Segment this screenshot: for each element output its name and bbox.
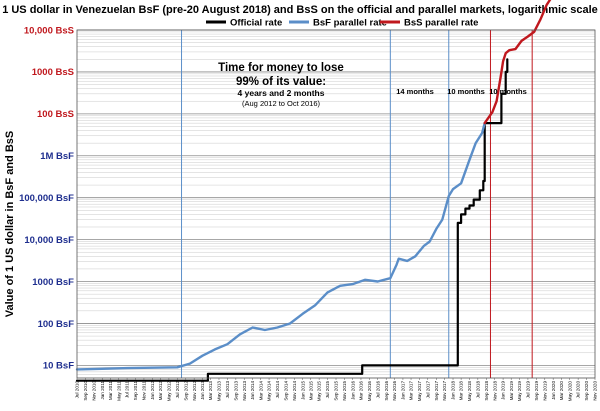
annotation-period-3: 10 months — [489, 87, 527, 96]
x-tick-label: Jul 2014 — [275, 381, 280, 399]
x-tick-label: Jul 2012 — [175, 381, 180, 399]
annotation-headline-1: Time for money to lose — [218, 62, 344, 74]
x-tick-label: Sep 2010 — [83, 381, 88, 401]
x-tick-label: Sep 2017 — [434, 381, 439, 401]
x-tick-label: Jan 2012 — [150, 381, 155, 400]
x-tick-label: Jul 2015 — [325, 381, 330, 399]
y-tick-label: 10,000 BsF — [24, 235, 74, 246]
x-tick-label: Mar 2013 — [208, 381, 213, 401]
x-tick-label: Mar 2012 — [158, 381, 163, 401]
y-tick-label: 1M BsF — [40, 151, 74, 162]
series-line-bss-parallel — [483, 0, 552, 125]
x-tick-label: Jul 2011 — [125, 381, 130, 398]
x-tick-label: May 2015 — [317, 381, 322, 402]
y-tick-label: 1000 BsF — [32, 277, 74, 288]
legend-label-bss: BsS parallel rate — [404, 18, 478, 29]
x-ticks: Jul 2010 Sep 2010 Nov 2010 Jan 2011 Mar 2011… — [75, 378, 598, 401]
x-tick-label: Nov 2013 — [242, 381, 247, 401]
x-tick-label: Nov 2020 — [593, 381, 598, 401]
legend: Official rate BsF parallel rate BsS para… — [206, 18, 478, 29]
y-tick-label: 100,000 BsF — [19, 193, 74, 204]
x-tick-label: May 2020 — [567, 381, 572, 402]
annotation-sub-2: (Aug 2012 to Oct 2016) — [242, 99, 320, 108]
x-tick-label: May 2017 — [417, 381, 422, 402]
x-tick-label: Sep 2015 — [334, 381, 339, 401]
x-tick-label: Nov 2012 — [192, 381, 197, 401]
x-tick-label: Jul 2016 — [375, 381, 380, 399]
x-tick-label: Nov 2010 — [92, 381, 97, 401]
x-tick-label: Sep 2020 — [584, 381, 589, 401]
legend-label-bsf: BsF parallel rate — [313, 18, 387, 29]
vertical-markers — [181, 30, 533, 378]
x-tick-label: Sep 2011 — [133, 381, 138, 401]
x-tick-label: Mar 2017 — [409, 381, 414, 401]
series-line-official — [75, 58, 509, 382]
y-axis-label: Value of 1 US dollar in BsF and BsS — [4, 131, 16, 317]
x-tick-label: Sep 2013 — [234, 381, 239, 401]
x-tick-label: Jul 2020 — [576, 381, 581, 399]
x-tick-label: May 2018 — [467, 381, 472, 402]
x-tick-label: Jan 2019 — [501, 381, 506, 400]
grid — [77, 29, 595, 379]
y-tick-label: 10,000 BsS — [24, 25, 74, 36]
x-tick-label: Sep 2012 — [183, 381, 188, 401]
x-tick-label: Nov 2019 — [542, 381, 547, 401]
x-tick-label: Sep 2018 — [484, 381, 489, 401]
x-tick-label: Nov 2018 — [492, 381, 497, 401]
x-tick-label: Sep 2016 — [384, 381, 389, 401]
x-tick-label: Jul 2017 — [425, 381, 430, 399]
x-tick-label: Jan 2011 — [100, 381, 105, 400]
y-tick-label: 1000 BsS — [32, 67, 74, 78]
x-tick-label: Jul 2010 — [75, 381, 80, 399]
chart-title: 1 US dollar in Venezuelan BsF (pre-20 Au… — [2, 4, 598, 16]
x-tick-label: Nov 2016 — [392, 381, 397, 401]
x-tick-label: Jul 2019 — [526, 381, 531, 399]
x-tick-label: Jan 2020 — [551, 381, 556, 400]
y-tick-label: 100 BsS — [37, 109, 74, 120]
annotation-headline-2: 99% of its value: — [236, 76, 326, 88]
legend-label-official: Official rate — [230, 18, 282, 29]
x-tick-label: Sep 2019 — [534, 381, 539, 401]
x-tick-label: May 2019 — [517, 381, 522, 402]
x-tick-label: Sep 2014 — [284, 381, 289, 401]
x-tick-label: Jan 2016 — [350, 381, 355, 400]
x-tick-label: Mar 2015 — [308, 381, 313, 401]
x-tick-label: Nov 2014 — [292, 381, 297, 401]
series-line-bsf-parallel — [75, 121, 486, 371]
annotations: Time for money to lose 99% of its value:… — [218, 62, 527, 108]
x-tick-label: Jan 2015 — [300, 381, 305, 400]
x-tick-label: Mar 2019 — [509, 381, 514, 401]
x-tick-label: Jan 2018 — [451, 381, 456, 400]
y-tick-label: 10 BsF — [43, 361, 74, 372]
x-tick-label: Jan 2013 — [200, 381, 205, 400]
x-tick-label: May 2013 — [217, 381, 222, 402]
x-tick-label: Nov 2017 — [442, 381, 447, 401]
x-tick-label: Jan 2017 — [401, 381, 406, 400]
y-tick-label: 100 BsF — [38, 319, 75, 330]
x-tick-label: Mar 2011 — [108, 381, 113, 401]
x-tick-label: May 2011 — [116, 381, 121, 401]
x-tick-label: Nov 2015 — [342, 381, 347, 401]
annotation-period-1: 14 months — [396, 87, 434, 96]
series-lines — [75, 0, 552, 382]
x-tick-label: May 2012 — [167, 381, 172, 402]
x-tick-label: Mar 2014 — [258, 381, 263, 401]
x-tick-label: May 2014 — [267, 381, 272, 402]
y-ticks: 10 BsF 100 BsF 1000 BsF 10,000 BsF 100,000 B… — [19, 25, 74, 371]
x-tick-label: Jan 2014 — [250, 381, 255, 400]
x-tick-label: Mar 2018 — [459, 381, 464, 401]
x-tick-label: May 2016 — [367, 381, 372, 402]
x-tick-label: Jul 2018 — [475, 381, 480, 399]
x-tick-label: Nov 2011 — [142, 381, 147, 401]
x-tick-label: Mar 2016 — [359, 381, 364, 401]
annotation-period-2: 10 months — [447, 87, 485, 96]
x-tick-label: Jul 2013 — [225, 381, 230, 399]
annotation-sub-1: 4 years and 2 months — [238, 88, 325, 98]
x-tick-label: Mar 2020 — [559, 381, 564, 401]
